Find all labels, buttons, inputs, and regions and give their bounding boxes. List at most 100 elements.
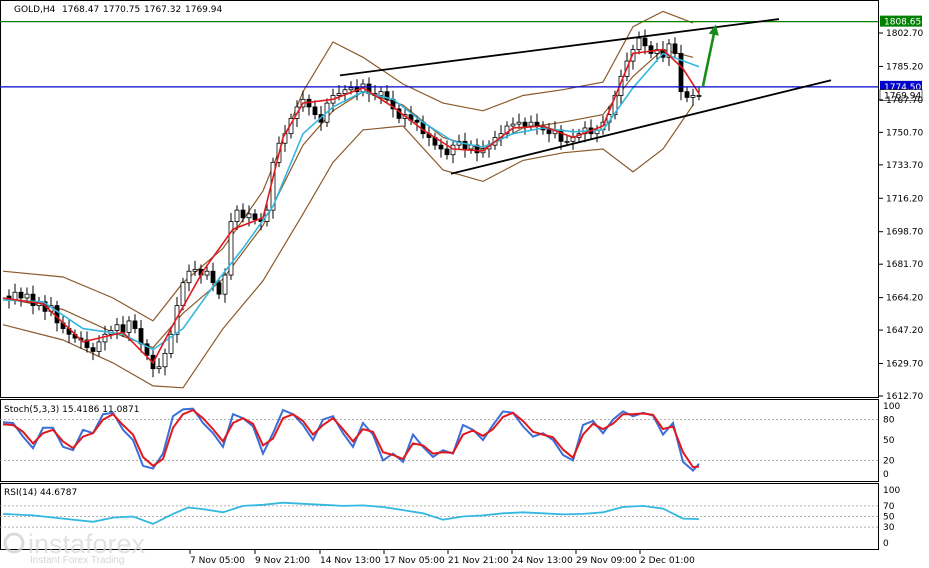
stoch-main-line: [2, 407, 700, 473]
candle-body: [234, 209, 240, 222]
ohlc-low: 1767.32: [144, 5, 181, 15]
candle-body: [444, 148, 450, 156]
stoch-tick-label: 50: [883, 436, 895, 446]
current-price-badge: [879, 89, 923, 101]
candle-body: [348, 87, 354, 91]
candle-body: [564, 140, 570, 143]
candle-body: [684, 91, 690, 98]
candle-body: [336, 93, 342, 96]
watermark-tagline: Instant Forex Trading: [30, 555, 125, 566]
time-tick-label: 9 Nov 21:00: [255, 556, 310, 566]
rsi-title: RSI(14) 44.6787: [4, 488, 77, 498]
candle-body: [168, 333, 174, 354]
stoch-tick-label: 100: [883, 402, 900, 412]
price-tick-label: 1647.20: [886, 326, 923, 336]
candle-body: [516, 121, 522, 125]
candle-body: [696, 95, 702, 97]
candle-body: [510, 123, 516, 127]
candle-body: [180, 282, 186, 307]
stoch-signal-line: [2, 408, 700, 469]
candle-body: [84, 339, 90, 349]
candle-body: [126, 320, 132, 333]
price-tick-label: 1802.70: [886, 29, 923, 39]
candle-body: [240, 209, 246, 219]
level-badge: [880, 15, 922, 27]
candle-body: [450, 144, 456, 156]
rsi-tick-label: 70: [883, 502, 895, 512]
candle-body: [384, 91, 390, 100]
price-tick-label: 1785.20: [886, 62, 923, 72]
level-badge: [880, 80, 922, 92]
candle-body: [24, 293, 30, 299]
candle-body: [54, 305, 60, 324]
candle-body: [162, 352, 168, 368]
candle-body: [102, 333, 108, 343]
candle-body: [438, 144, 444, 150]
candle-body: [252, 213, 258, 221]
rsi-tick-label: 100: [883, 486, 900, 496]
price-tick-label: 1664.20: [886, 294, 923, 304]
price-panel: [0, 0, 879, 398]
candle-body: [18, 291, 24, 299]
candle-body: [534, 121, 540, 127]
candle-body: [204, 270, 210, 276]
candle-body: [120, 324, 126, 333]
candle-body: [114, 324, 120, 331]
candle-body: [636, 37, 642, 51]
time-tick-label: 21 Nov 21:00: [448, 556, 509, 566]
up-arrow-icon: [701, 24, 719, 87]
bollinger-upper-band: [2, 10, 694, 322]
trend-channel-line: [339, 18, 780, 77]
time-tick-label: 7 Nov 05:00: [190, 556, 245, 566]
candle-body: [156, 366, 162, 370]
candle-body: [648, 45, 654, 54]
candle-body: [666, 43, 672, 58]
candle-body: [672, 43, 678, 54]
bollinger-lower-band: [2, 104, 694, 389]
price-tick-label: 1629.70: [886, 360, 923, 370]
price-tick-label: 1698.70: [886, 228, 923, 238]
candle-body: [522, 121, 528, 127]
ohlc-high: 1770.75: [103, 5, 140, 15]
rsi-line: [2, 501, 700, 525]
stoch-tick-label: 0: [883, 470, 889, 480]
candle-body: [528, 121, 534, 127]
watermark-brand: instaforex: [28, 529, 146, 559]
stoch-title: Stoch(5,3,3) 15.4186 11.0871: [4, 405, 139, 415]
candle-body: [504, 125, 510, 135]
candle-body: [30, 293, 36, 307]
candle-body: [228, 221, 234, 276]
candle-body: [642, 37, 648, 47]
stoch-tick-label: 20: [883, 456, 895, 466]
time-tick-label: 2 Dec 01:00: [640, 556, 695, 566]
ma-slow-line: [2, 52, 700, 351]
time-tick-label: 17 Nov 05:00: [384, 556, 445, 566]
level-label: 1808.65: [884, 18, 921, 28]
current-price-label: 1769.94: [884, 92, 921, 102]
stoch-tick-label: 80: [883, 416, 895, 426]
watermark: instaforex Instant Forex Trading: [3, 529, 146, 566]
price-tick-label: 1681.70: [886, 260, 923, 270]
price-tick-label: 1716.20: [886, 194, 923, 204]
symbol-title: GOLD,H4: [14, 5, 56, 15]
candle-body: [414, 119, 420, 123]
price-tick-label: 1767.70: [886, 96, 923, 106]
time-tick-label: 24 Nov 13:00: [512, 556, 573, 566]
rsi-tick-label: 0: [883, 539, 889, 549]
candle-body: [462, 140, 468, 150]
candle-body: [690, 95, 696, 98]
candle-body: [378, 91, 384, 96]
candle-body: [342, 89, 348, 94]
candle-body: [222, 274, 228, 295]
candle-body: [246, 213, 252, 219]
rsi-tick-label: 50: [883, 513, 895, 523]
ma-fast-line: [2, 48, 700, 365]
candle-body: [186, 270, 192, 284]
candle-body: [678, 53, 684, 93]
candle-body: [192, 268, 198, 272]
trend-channel-line: [450, 79, 832, 175]
level-label: 1774.50: [884, 83, 921, 93]
candle-body: [210, 270, 216, 284]
price-tick-label: 1612.70: [886, 392, 923, 402]
